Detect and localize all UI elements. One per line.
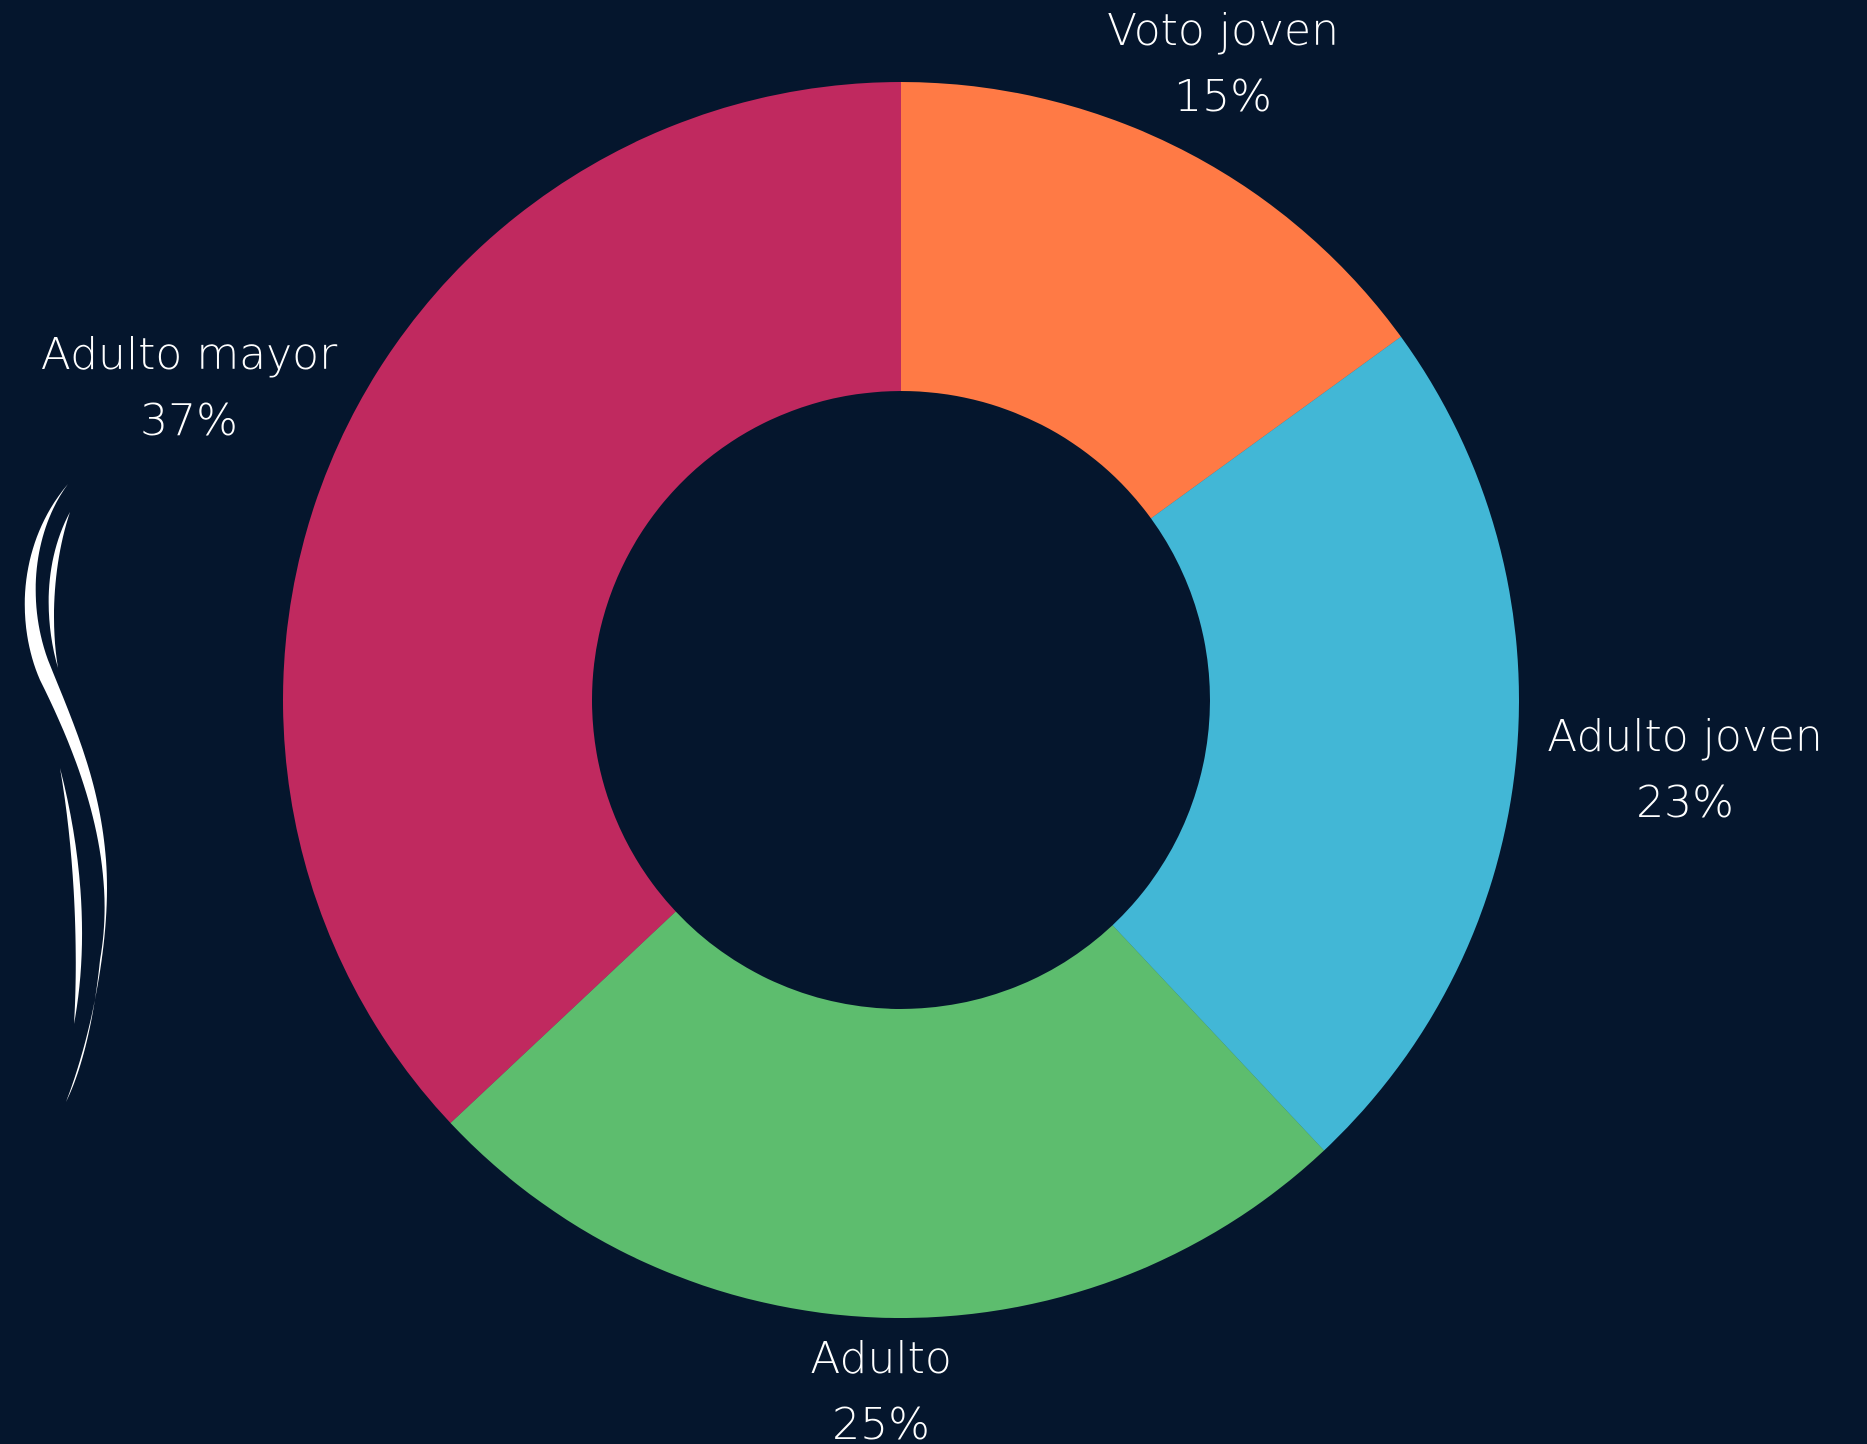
slice-value-label: 25% — [832, 1399, 930, 1444]
swoosh — [24, 484, 107, 1102]
slice-label: Adulto — [810, 1333, 952, 1384]
slice-value-label: 37% — [140, 395, 238, 446]
swoosh — [48, 512, 70, 668]
swoosh — [60, 768, 83, 1024]
slice-value-label: 15% — [1174, 71, 1272, 122]
slice-value-label: 23% — [1636, 777, 1734, 828]
slice-label: Adulto joven — [1547, 711, 1823, 762]
donut-slice — [901, 82, 1401, 519]
decoration — [24, 484, 107, 1102]
slice-label: Adulto mayor — [41, 329, 338, 380]
donut-slice — [1112, 336, 1519, 1151]
donut-slice — [282, 82, 901, 1124]
donut-slice — [450, 911, 1325, 1319]
slice-label: Voto joven — [1107, 5, 1339, 56]
